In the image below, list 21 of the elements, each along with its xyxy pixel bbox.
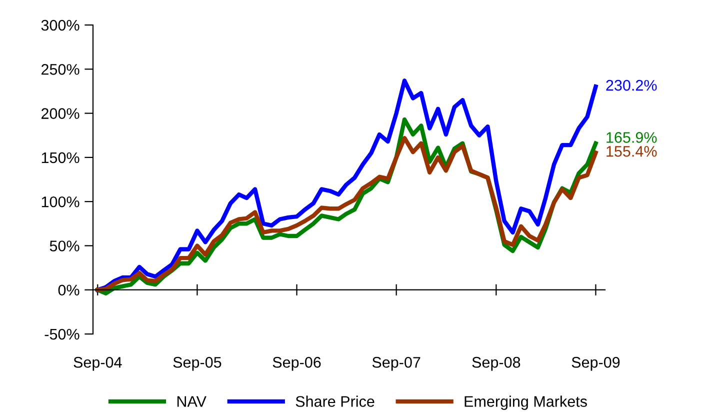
y-tick-label: 0% [58,284,80,296]
y-tick-label: 200% [42,108,80,119]
y-tick-label: 250% [42,64,80,75]
y-tick-label: 300% [41,20,80,31]
legend-label: NAV [177,396,206,407]
y-tick-label: -50% [44,328,80,340]
y-tick-label: 150% [42,152,80,164]
x-tick-label: Sep-05 [173,356,222,371]
x-tick-label: Sep-06 [272,356,321,371]
line-series [96,78,598,292]
x-tick-label: Sep-07 [372,356,420,371]
y-tick-label: 100% [42,196,80,208]
legend-label: Share Price [296,396,374,407]
data-label: 165.9% [606,132,657,143]
y-tick-label: 50% [50,240,80,252]
data-label: 155.4% [606,146,657,157]
x-tick-label: Sep-08 [472,356,520,371]
data-label: 230.2% [606,80,657,91]
x-tick-label: Sep-04 [74,356,122,371]
legend-label: Emerging Markets [464,396,587,410]
x-tick-label: Sep-09 [572,356,620,371]
